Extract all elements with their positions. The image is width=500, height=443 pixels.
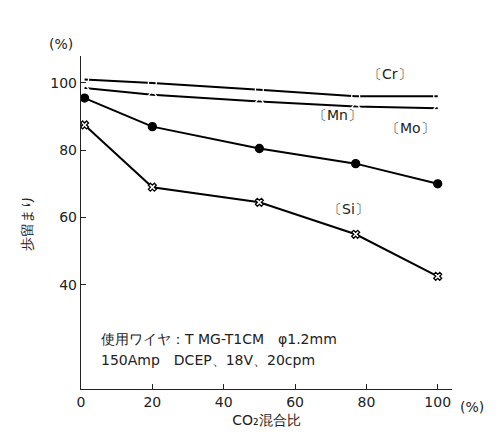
- svg-text:100: 100: [50, 75, 77, 91]
- svg-text:〔Cr〕: 〔Cr〕: [368, 66, 412, 82]
- svg-text:100: 100: [424, 394, 451, 410]
- svg-text:CO₂混合比: CO₂混合比: [232, 412, 300, 428]
- svg-text:80: 80: [357, 394, 375, 410]
- svg-text:150Amp DCEP、18V、20cpm: 150Amp DCEP、18V、20cpm: [101, 352, 315, 368]
- svg-text:40: 40: [59, 277, 77, 293]
- svg-text:〔Si〕: 〔Si〕: [328, 201, 369, 217]
- svg-text:60: 60: [286, 394, 304, 410]
- svg-text:60: 60: [59, 209, 77, 225]
- svg-text:(%): (%): [460, 399, 484, 415]
- svg-text:〔Mn〕: 〔Mn〕: [313, 107, 362, 123]
- svg-text:0: 0: [77, 394, 86, 410]
- svg-text:歩留まり: 歩留まり: [19, 195, 35, 251]
- svg-text:使用ワイヤ：T MG-T1CM φ1.2mm: 使用ワイヤ：T MG-T1CM φ1.2mm: [101, 331, 337, 347]
- svg-text:20: 20: [143, 394, 161, 410]
- svg-text:40: 40: [215, 394, 233, 410]
- svg-text:80: 80: [59, 142, 77, 158]
- svg-text:〔Mo〕: 〔Mo〕: [386, 120, 435, 136]
- svg-text:(%): (%): [49, 36, 73, 52]
